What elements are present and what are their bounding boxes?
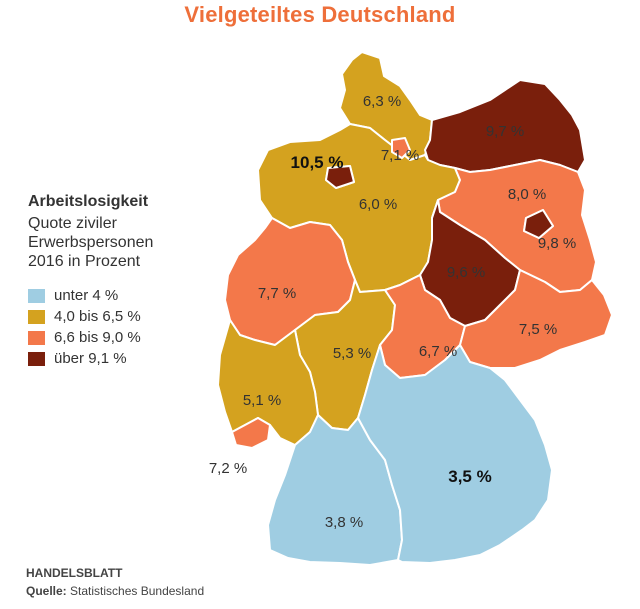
legend-item-label: unter 4 %: [54, 287, 119, 304]
label-niedersachsen: 6,0 %: [359, 196, 397, 213]
label-bayern: 3,5 %: [448, 467, 491, 486]
label-saarland: 7,2 %: [209, 460, 247, 477]
label-thueringen: 6,7 %: [419, 343, 457, 360]
legend-item-label: über 9,1 %: [54, 350, 127, 367]
legend-item-label: 6,6 bis 9,0 %: [54, 329, 141, 346]
legend-heading: Arbeitslosigkeit: [28, 193, 149, 210]
legend: Arbeitslosigkeit Quote ziviler Erwerbspe…: [28, 193, 153, 369]
legend-swatch: [28, 351, 45, 366]
source-text: Statistisches Bundesland: [70, 584, 205, 598]
label-mecklenburg-vorpommern: 9,7 %: [486, 123, 524, 140]
legend-swatch: [28, 330, 45, 345]
region-bayern[interactable]: [357, 344, 553, 564]
label-sachsen: 7,5 %: [519, 321, 557, 338]
label-baden-wuerttemberg: 3,8 %: [325, 514, 363, 531]
legend-subtitle-line: Erwerbspersonen: [28, 234, 154, 251]
label-nordrhein-westfalen: 7,7 %: [258, 285, 296, 302]
legend-item: über 9,1 %: [28, 348, 153, 369]
legend-item: 4,0 bis 6,5 %: [28, 306, 153, 327]
label-bremen: 10,5 %: [291, 153, 344, 172]
label-hamburg: 7,1 %: [381, 147, 419, 164]
legend-subtitle-line: 2016 in Prozent: [28, 253, 141, 270]
legend-subtitle-line: Quote ziviler: [28, 215, 117, 232]
label-sachsen-anhalt: 9,6 %: [447, 264, 485, 281]
region-sachsen[interactable]: [459, 269, 613, 369]
source-label: Quelle:: [26, 584, 67, 598]
legend-swatch: [28, 309, 45, 324]
label-berlin: 9,8 %: [538, 235, 576, 252]
region-saarland[interactable]: [231, 417, 271, 449]
legend-swatch: [28, 288, 45, 303]
legend-item: unter 4 %: [28, 285, 153, 306]
region-bremen[interactable]: [325, 165, 355, 189]
source-line: Quelle: Statistisches Bundesland: [26, 584, 204, 598]
legend-item-label: 4,0 bis 6,5 %: [54, 308, 141, 325]
region-berlin[interactable]: [523, 209, 554, 239]
label-rheinland-pfalz: 5,1 %: [243, 392, 281, 409]
label-hessen: 5,3 %: [333, 345, 371, 362]
region-hamburg[interactable]: [391, 137, 411, 159]
label-brandenburg: 8,0 %: [508, 186, 546, 203]
label-schleswig-holstein: 6,3 %: [363, 93, 401, 110]
legend-list: unter 4 % 4,0 bis 6,5 % 6,6 bis 9,0 % üb…: [28, 285, 153, 369]
map-title: Vielgeteiltes Deutschland: [184, 2, 456, 27]
publisher-name: HANDELSBLATT: [26, 566, 123, 580]
legend-item: 6,6 bis 9,0 %: [28, 327, 153, 348]
